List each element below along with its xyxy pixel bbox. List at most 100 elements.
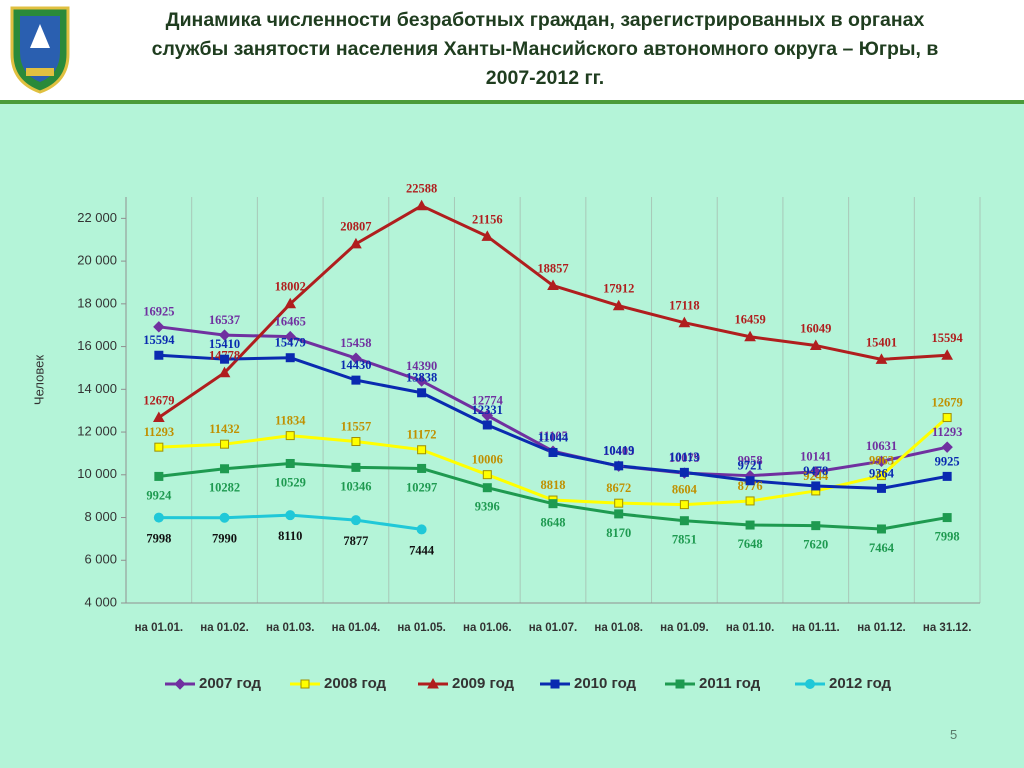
data-label: 7990: [212, 532, 237, 546]
data-label: 11293: [144, 425, 175, 439]
data-label: 14430: [340, 358, 371, 372]
data-label: 18857: [537, 261, 568, 275]
data-label: 10297: [406, 480, 437, 494]
data-label: 11044: [538, 430, 569, 444]
data-point: [548, 447, 558, 457]
data-label: 9721: [738, 459, 763, 473]
data-label: 12679: [932, 395, 963, 409]
legend-marker: [300, 679, 310, 689]
data-label: 12774: [472, 393, 504, 407]
data-label: 16465: [275, 315, 306, 329]
data-point: [482, 420, 492, 430]
data-point: [745, 476, 755, 486]
data-label: 11293: [932, 425, 963, 439]
legend-item: 2008 год: [290, 675, 387, 692]
data-point: [284, 330, 296, 343]
data-label: 9364: [869, 466, 895, 480]
data-point: [942, 513, 952, 523]
data-label: 10079: [669, 451, 700, 465]
data-label: 18002: [275, 280, 306, 294]
data-point: [285, 353, 295, 363]
data-label: 11172: [407, 428, 437, 442]
data-label: 16049: [800, 321, 831, 335]
x-tick-label: на 01.03.: [266, 622, 315, 634]
data-point: [285, 431, 295, 441]
data-label: 7444: [409, 543, 435, 557]
data-label: 7464: [869, 541, 895, 555]
data-label: 9244: [803, 469, 829, 483]
data-label: 14390: [406, 359, 437, 373]
emblem: [10, 6, 70, 94]
data-point: [284, 297, 297, 309]
data-point: [876, 471, 886, 481]
data-point: [350, 352, 362, 364]
data-label: 10529: [275, 475, 306, 489]
y-tick-label: 16 000: [77, 338, 117, 353]
data-point: [482, 483, 492, 493]
data-label: 8110: [278, 529, 302, 543]
data-point: [614, 461, 624, 471]
data-label: 11105: [538, 429, 568, 443]
data-label: 16459: [734, 313, 765, 327]
x-tick-label: на 01.09.: [660, 622, 709, 634]
legend-label: 2010 год: [574, 675, 637, 692]
data-point: [942, 413, 952, 423]
page-number: 5: [950, 727, 958, 742]
data-label: 9924: [146, 488, 172, 502]
data-label: 11834: [275, 413, 306, 427]
legend-item: 2012 год: [795, 675, 892, 692]
data-label: 12331: [472, 403, 503, 417]
data-label: 15594: [932, 331, 964, 345]
data-label: 10631: [866, 439, 897, 453]
data-point: [218, 329, 231, 341]
data-point: [154, 350, 164, 360]
data-label: 9958: [738, 454, 763, 468]
data-point: [417, 463, 427, 473]
data-point: [154, 442, 164, 452]
data-label: 15594: [143, 333, 175, 347]
data-label: 8818: [541, 478, 566, 492]
legend-label: 2012 год: [829, 675, 892, 692]
data-label: 8672: [606, 481, 631, 495]
y-tick-label: 22 000: [77, 210, 117, 225]
data-point: [547, 279, 559, 291]
legend-marker: [550, 679, 560, 689]
data-point: [220, 354, 230, 364]
data-point: [285, 458, 295, 468]
data-point: [415, 375, 428, 387]
data-point: [351, 462, 361, 472]
data-point: [415, 199, 428, 211]
data-point: [285, 510, 296, 521]
data-label: 15401: [866, 335, 897, 349]
legend-item: 2011 год: [665, 675, 761, 692]
legend-label: 2008 год: [324, 675, 387, 692]
data-point: [810, 466, 822, 478]
data-label: 21156: [472, 212, 503, 226]
x-tick-label: на 01.12.: [857, 622, 906, 634]
data-point: [351, 437, 361, 447]
data-point: [811, 521, 821, 531]
y-tick-label: 10 000: [77, 466, 117, 481]
data-point: [417, 445, 427, 455]
data-label: 13838: [406, 371, 437, 385]
data-point: [745, 496, 755, 506]
series-line: [158, 204, 948, 419]
data-point: [614, 509, 624, 519]
data-label: 17118: [669, 299, 700, 313]
data-point: [154, 471, 164, 481]
y-tick-label: 8 000: [84, 509, 117, 524]
legend-marker: [805, 679, 815, 689]
legend-marker: [174, 678, 186, 690]
data-point: [744, 330, 756, 342]
data-label: 7998: [146, 531, 171, 545]
x-tick-label: на 31.12.: [923, 622, 972, 634]
data-point: [416, 524, 427, 535]
data-point: [941, 441, 953, 453]
data-label: 12679: [143, 393, 174, 407]
y-tick-label: 14 000: [77, 381, 117, 396]
legend-label: 2009 год: [452, 675, 515, 692]
data-label: 8648: [541, 516, 566, 530]
data-label: 16925: [143, 305, 174, 319]
